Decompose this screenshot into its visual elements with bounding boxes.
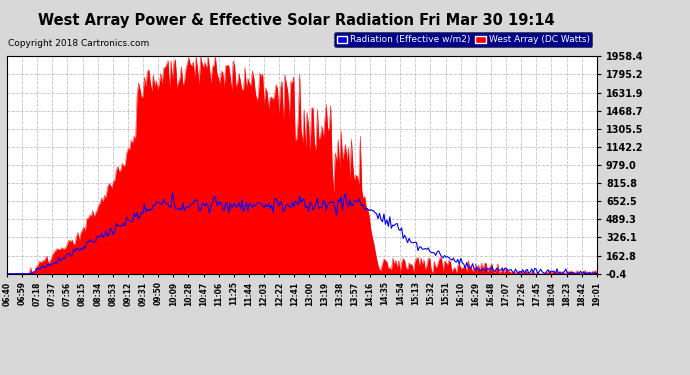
Text: West Array Power & Effective Solar Radiation Fri Mar 30 19:14: West Array Power & Effective Solar Radia… — [39, 13, 555, 28]
Text: Copyright 2018 Cartronics.com: Copyright 2018 Cartronics.com — [8, 39, 150, 48]
Legend: Radiation (Effective w/m2), West Array (DC Watts): Radiation (Effective w/m2), West Array (… — [334, 33, 592, 47]
